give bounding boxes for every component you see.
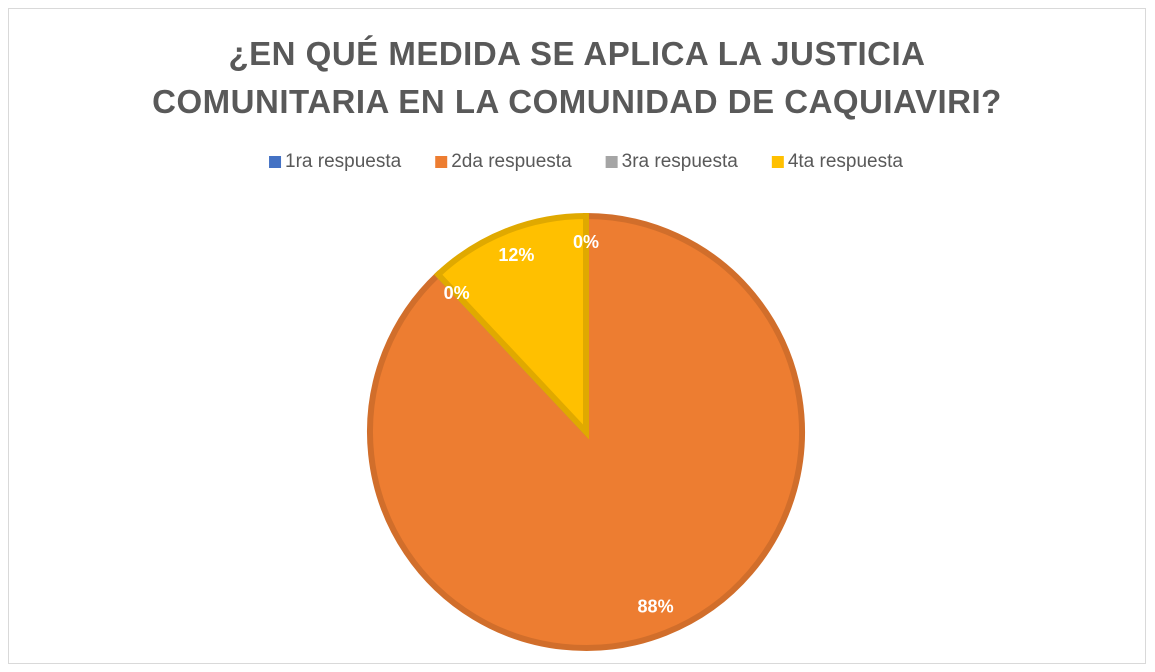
chart-title: ¿EN QUÉ MEDIDA SE APLICA LA JUSTICIA COM… — [152, 35, 1002, 120]
legend-label: 4ta respuesta — [788, 151, 904, 172]
legend-label: 1ra respuesta — [285, 151, 402, 172]
legend-swatch — [435, 156, 448, 168]
legend-swatch — [269, 156, 282, 168]
legend-label: 2da respuesta — [451, 151, 572, 172]
data-label: 88% — [638, 596, 674, 616]
data-label: 0% — [573, 232, 599, 252]
legend-swatch — [605, 156, 618, 168]
data-label: 12% — [498, 245, 534, 265]
data-label: 0% — [444, 283, 470, 303]
legend-swatch — [771, 156, 784, 168]
pie-slice — [433, 212, 589, 440]
legend-label: 3ra respuesta — [622, 151, 739, 172]
chart-frame — [8, 8, 1146, 664]
